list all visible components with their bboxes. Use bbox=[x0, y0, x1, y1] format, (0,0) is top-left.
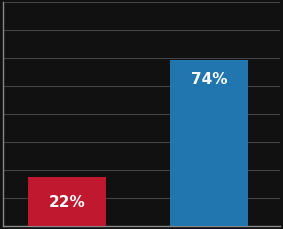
Text: 74%: 74% bbox=[191, 71, 227, 86]
Bar bbox=[170, 61, 248, 226]
Bar bbox=[28, 177, 106, 226]
Text: 22%: 22% bbox=[48, 194, 85, 209]
